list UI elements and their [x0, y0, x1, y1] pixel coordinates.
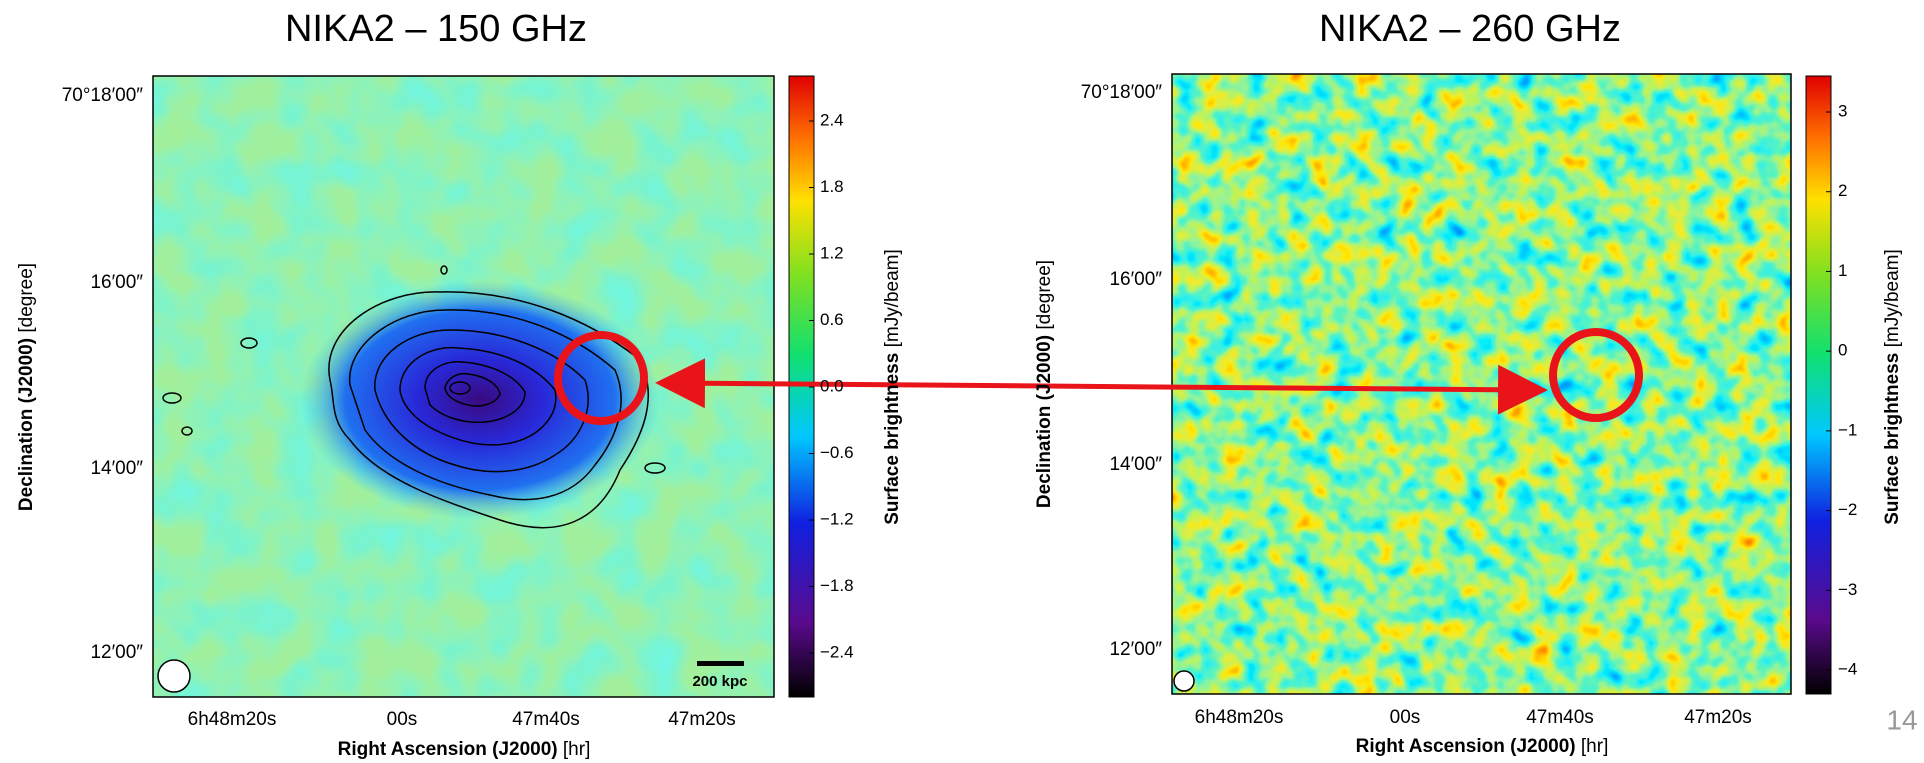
colorbar-tick-label: −1 — [1838, 420, 1857, 439]
page-number: 14 — [1886, 704, 1917, 735]
label-unit: [mJy/beam] — [1882, 249, 1903, 347]
label-unit: [hr] — [563, 739, 590, 760]
y-tick-label: 70°18′00″ — [1081, 82, 1163, 103]
y-tick-label: 14′00″ — [1109, 454, 1162, 475]
y-tick-label: 16′00″ — [1109, 269, 1162, 290]
x-axis-label: Right Ascension (J2000) [hr] — [338, 739, 591, 760]
highlight-circle — [554, 331, 648, 425]
x-tick-label: 47m40s — [512, 709, 580, 730]
colorbar-tick-label: −0.6 — [820, 443, 854, 462]
colorbar-tick-label: 0 — [1838, 341, 1847, 360]
scale-bar — [697, 661, 744, 666]
x-tick-label: 47m20s — [1684, 707, 1752, 728]
colorbar-tick-label: 0.0 — [820, 376, 844, 395]
label-bold: Surface brightness — [882, 353, 903, 525]
label-unit: [hr] — [1581, 736, 1608, 757]
colorbar-tick-label: 2 — [1838, 181, 1847, 200]
map-260ghz — [1172, 74, 1791, 694]
x-axis-label: Right Ascension (J2000) [hr] — [1356, 736, 1609, 757]
colorbar — [1805, 75, 1832, 695]
colorbar-tick-label: −2.4 — [820, 642, 854, 661]
x-tick-label: 6h48m20s — [188, 709, 277, 730]
label-unit: [degree] — [16, 263, 37, 333]
highlight-circle — [1549, 328, 1643, 422]
x-tick-label: 00s — [1390, 707, 1421, 728]
label-bold: Declination (J2000) — [16, 338, 37, 511]
y-axis-label: Declination (J2000) [degree] — [1034, 260, 1055, 508]
x-tick-label: 6h48m20s — [1195, 707, 1284, 728]
label-unit: [degree] — [1034, 260, 1055, 330]
panel-title: NIKA2 – 150 GHz — [285, 8, 587, 50]
colorbar-tick-label: −1.8 — [820, 576, 854, 595]
y-tick-label: 16′00″ — [90, 272, 143, 293]
colorbar-tick-label: −2 — [1838, 500, 1857, 519]
label-unit: [mJy/beam] — [882, 249, 903, 347]
colorbar-tick-label: 1 — [1838, 261, 1847, 280]
label-bold: Right Ascension (J2000) — [338, 739, 558, 760]
colorbar-tick-label: 1.8 — [820, 177, 844, 196]
x-tick-label: 47m20s — [668, 709, 736, 730]
map-background — [1172, 74, 1791, 694]
colorbar-tick-label: 1.2 — [820, 243, 844, 262]
y-tick-label: 12′00″ — [1109, 639, 1162, 660]
colorbar-tick-label: 0.6 — [820, 310, 844, 329]
label-bold: Surface brightness — [1882, 353, 1903, 525]
label-bold: Right Ascension (J2000) — [1356, 736, 1576, 757]
arrow — [655, 358, 1548, 415]
colorbar-label: Surface brightness [mJy/beam] — [1882, 249, 1903, 525]
label-bold: Declination (J2000) — [1034, 335, 1055, 508]
cluster-signal — [300, 280, 660, 520]
colorbar-tick-label: −3 — [1838, 580, 1857, 599]
y-tick-label: 14′00″ — [90, 458, 143, 479]
y-tick-label: 70°18′00″ — [62, 85, 144, 106]
colorbar-tick-label: −1.2 — [820, 509, 854, 528]
colorbar-tick-label: −4 — [1838, 659, 1857, 678]
colorbar-tick-label: 3 — [1838, 101, 1847, 120]
y-tick-label: 12′00″ — [90, 642, 143, 663]
x-tick-label: 47m40s — [1526, 707, 1594, 728]
beam — [157, 659, 191, 693]
scale-bar-label: 200 kpc — [692, 673, 747, 690]
beam — [1173, 670, 1195, 692]
y-axis-label: Declination (J2000) [degree] — [16, 263, 37, 511]
colorbar-label: Surface brightness [mJy/beam] — [882, 249, 903, 525]
colorbar-tick-label: 2.4 — [820, 110, 844, 129]
map-150ghz — [153, 76, 774, 697]
panel-title: NIKA2 – 260 GHz — [1319, 8, 1621, 50]
x-tick-label: 00s — [387, 709, 418, 730]
